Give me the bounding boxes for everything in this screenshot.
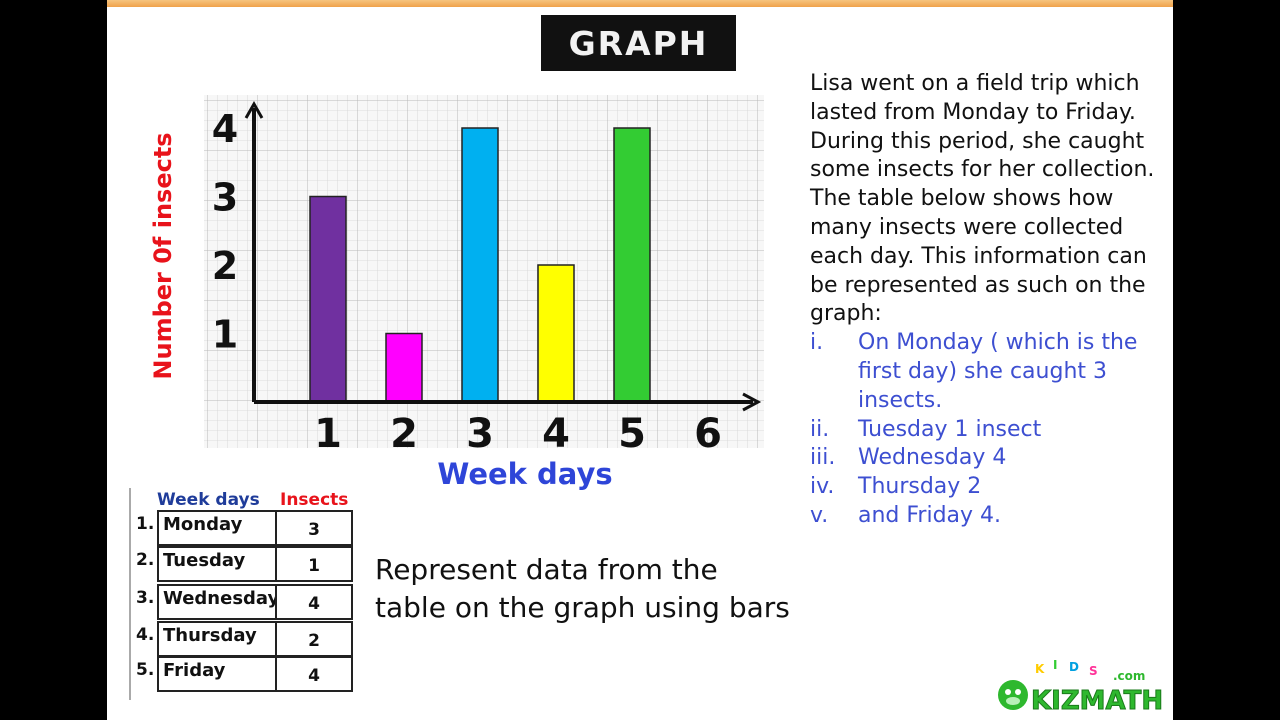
table-header-week-days: Week days <box>157 490 260 510</box>
table-row-number: 2. <box>136 550 155 570</box>
bar-day-2 <box>385 332 423 403</box>
data-table: Week days Insects 1. Monday 3 2. Tuesday 1 3. W… <box>129 488 369 704</box>
story-list-number: iv. <box>810 474 835 500</box>
story-list-number: ii. <box>810 416 830 442</box>
table-cell-day: Friday <box>157 656 275 692</box>
story-list: i. On Monday ( which is the first day) sh… <box>810 329 1170 531</box>
svg-text:KIZMATH: KIZMATH <box>1031 686 1163 715</box>
svg-text:I: I <box>1053 658 1057 672</box>
y-tick-label: 3 <box>212 176 238 220</box>
bar-day-4 <box>537 264 575 403</box>
x-axis-label: Week days <box>437 457 612 491</box>
story-list-item: ii. Tuesday 1 insect <box>810 416 1170 445</box>
svg-text:K: K <box>1035 662 1045 676</box>
bar-day-1 <box>309 195 347 403</box>
table-cell-insects: 4 <box>275 656 353 692</box>
story-list-number: iii. <box>810 445 836 471</box>
table-header-insects: Insects <box>280 490 349 510</box>
y-tick-label: 4 <box>212 107 238 151</box>
table-cell-day: Monday <box>157 510 275 546</box>
story-list-text: On Monday ( which is the first day) she … <box>858 330 1138 413</box>
table-row-number: 3. <box>136 588 155 608</box>
bar-chart: 1 2 3 4 5 6 1 2 3 4 Week days Number 0f insects <box>149 95 764 491</box>
svg-text:.com: .com <box>1113 669 1145 683</box>
table-cell-insects: 2 <box>275 621 353 657</box>
x-tick-label: 3 <box>466 411 494 457</box>
table-cell-day: Tuesday <box>157 546 275 582</box>
task-instruction: Represent data from the table on the gra… <box>375 553 790 624</box>
story-list-number: v. <box>810 502 829 528</box>
slide: GRAPH 1 2 3 4 5 6 1 2 3 4 Week days Number 0f ins… <box>107 0 1173 720</box>
table-row-number: 1. <box>136 514 155 534</box>
y-axis-label: Number 0f insects <box>149 132 177 379</box>
y-tick-label: 1 <box>212 313 238 357</box>
table-cell-day: Wednesday <box>157 584 279 620</box>
slide-title: GRAPH <box>541 15 736 71</box>
x-tick-label: 6 <box>694 411 722 457</box>
x-tick-label: 5 <box>618 411 646 457</box>
story-list-item: i. On Monday ( which is the first day) sh… <box>810 329 1170 415</box>
story-list-item: iv. Thursday 2 <box>810 473 1170 502</box>
svg-text:D: D <box>1069 660 1079 674</box>
svg-text:S: S <box>1089 664 1098 678</box>
story-list-text: Thursday 2 <box>858 474 982 500</box>
story-list-text: and Friday 4. <box>858 502 1002 528</box>
table-cell-insects: 4 <box>275 584 353 620</box>
bar-day-5 <box>613 127 651 403</box>
table-cell-insects: 3 <box>275 510 353 546</box>
story-list-text: Tuesday 1 insect <box>858 416 1042 442</box>
table-cell-insects: 1 <box>275 546 353 582</box>
logo-monkey-icon <box>998 680 1028 710</box>
bar-day-3 <box>461 127 499 403</box>
kizmath-logo: K I D S .com KIZMATH <box>998 658 1164 715</box>
y-tick-label: 2 <box>212 244 238 288</box>
story-list-number: i. <box>810 330 824 356</box>
x-tick-label: 4 <box>542 411 570 457</box>
x-tick-label: 2 <box>390 411 418 457</box>
table-row-number: 5. <box>136 660 155 680</box>
story-list-item: iii. Wednesday 4 <box>810 444 1170 473</box>
x-tick-label: 1 <box>314 411 342 457</box>
story-paragraph: Lisa went on a field trip which lasted f… <box>810 71 1155 327</box>
table-left-border <box>129 488 131 700</box>
story-panel: Lisa went on a field trip which lasted f… <box>810 70 1170 531</box>
top-accent-bar <box>107 0 1173 7</box>
table-row-number: 4. <box>136 625 155 645</box>
x-axis-arrow <box>742 392 762 412</box>
story-list-item: v. and Friday 4. <box>810 502 1170 531</box>
story-list-text: Wednesday 4 <box>858 445 1007 471</box>
table-cell-day: Thursday <box>157 621 275 657</box>
y-axis-arrow <box>244 100 264 119</box>
